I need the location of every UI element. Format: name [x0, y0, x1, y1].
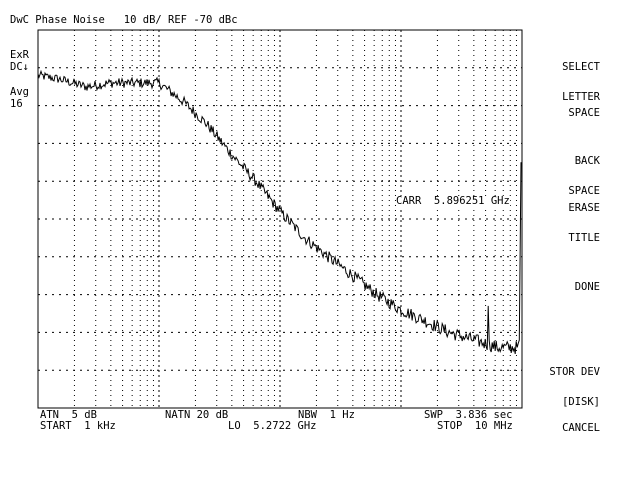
softkey-back-space[interactable]: BACK SPACE	[490, 136, 600, 206]
softkey-select-letter[interactable]: SELECT LETTER	[490, 42, 600, 112]
footer-nbw: NBW 1 Hz	[298, 409, 355, 421]
softkey-stor-dev[interactable]: STOR DEV [DISK]	[490, 347, 600, 417]
softkey-label-line1: SPACE	[568, 107, 600, 119]
softkey-label-line1: SELECT	[562, 61, 600, 73]
softkey-done[interactable]: DONE	[490, 262, 600, 302]
phase-noise-trace	[37, 69, 522, 354]
status-average-count: 16	[10, 98, 23, 110]
softkey-label-line2: SPACE	[568, 185, 600, 197]
softkey-label-line2: TITLE	[568, 232, 600, 244]
softkey-label-line1: CANCEL	[562, 422, 600, 434]
softkey-cancel[interactable]: CANCEL	[490, 403, 600, 443]
softkey-label-line1: DONE	[574, 281, 600, 293]
softkey-erase-title[interactable]: ERASE TITLE	[490, 183, 600, 253]
footer-attenuation: ATN 5 dB	[40, 409, 97, 421]
softkey-label-line1: BACK	[574, 155, 600, 167]
status-average-label: Avg	[10, 86, 29, 98]
footer-start-freq: START 1 kHz	[40, 420, 116, 432]
graticule-frame	[37, 29, 523, 409]
status-dc-coupling: DC↓	[10, 61, 29, 73]
softkey-space[interactable]: SPACE	[490, 88, 600, 128]
carrier-annotation: CARR 5.896251 GHz	[396, 195, 510, 207]
footer-lo-freq: LO 5.2722 GHz	[228, 420, 317, 432]
display-title: DwC Phase Noise 10 dB/ REF -70 dBc	[10, 14, 238, 26]
softkey-label-line2: LETTER	[562, 91, 600, 103]
footer-sweep-time: SWP 3.836 sec	[424, 409, 513, 421]
status-external-reference: ExR	[10, 49, 29, 61]
graticule-grid	[38, 30, 522, 408]
softkey-label-line2: [DISK]	[562, 396, 600, 408]
graticule-border	[37, 29, 523, 409]
softkey-label-line1: STOR DEV	[549, 366, 600, 378]
footer-stop-freq: STOP 10 MHz	[437, 420, 513, 432]
footer-natn: NATN 20 dB	[165, 409, 229, 421]
softkey-label-line1: ERASE	[568, 202, 600, 214]
